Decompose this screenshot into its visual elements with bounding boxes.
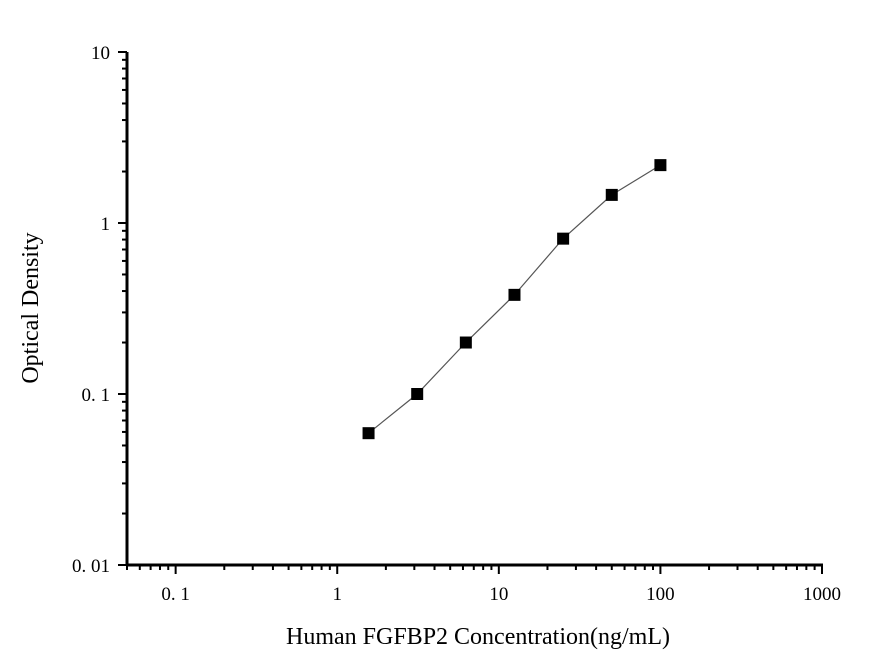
data-point-marker — [605, 188, 618, 201]
y-tick-label: 10 — [91, 43, 110, 64]
data-point-marker — [508, 288, 521, 301]
x-tick-label: 10 — [489, 584, 508, 605]
y-axis-title: Optical Density — [18, 232, 44, 383]
data-point-marker — [654, 159, 667, 172]
y-tick-label: 0. 1 — [82, 385, 111, 406]
data-point-marker — [459, 336, 472, 349]
data-point-marker — [411, 388, 424, 400]
y-tick-label: 1 — [101, 214, 111, 235]
data-series — [362, 159, 667, 440]
x-tick-label: 1000 — [803, 584, 841, 605]
data-point-marker — [362, 427, 375, 440]
x-tick-label: 1 — [332, 584, 342, 605]
x-axis: 0. 1 1 10 100 1000 — [126, 563, 841, 605]
y-axis: 0. 01 0. 1 1 10 — [72, 43, 129, 577]
x-tick-label: 100 — [646, 584, 675, 605]
y-tick-label: 0. 01 — [72, 556, 110, 577]
data-point-marker — [557, 232, 570, 245]
x-axis-title: Human FGFBP2 Concentration(ng/mL) — [286, 624, 670, 650]
x-tick-label: 0. 1 — [161, 584, 190, 605]
